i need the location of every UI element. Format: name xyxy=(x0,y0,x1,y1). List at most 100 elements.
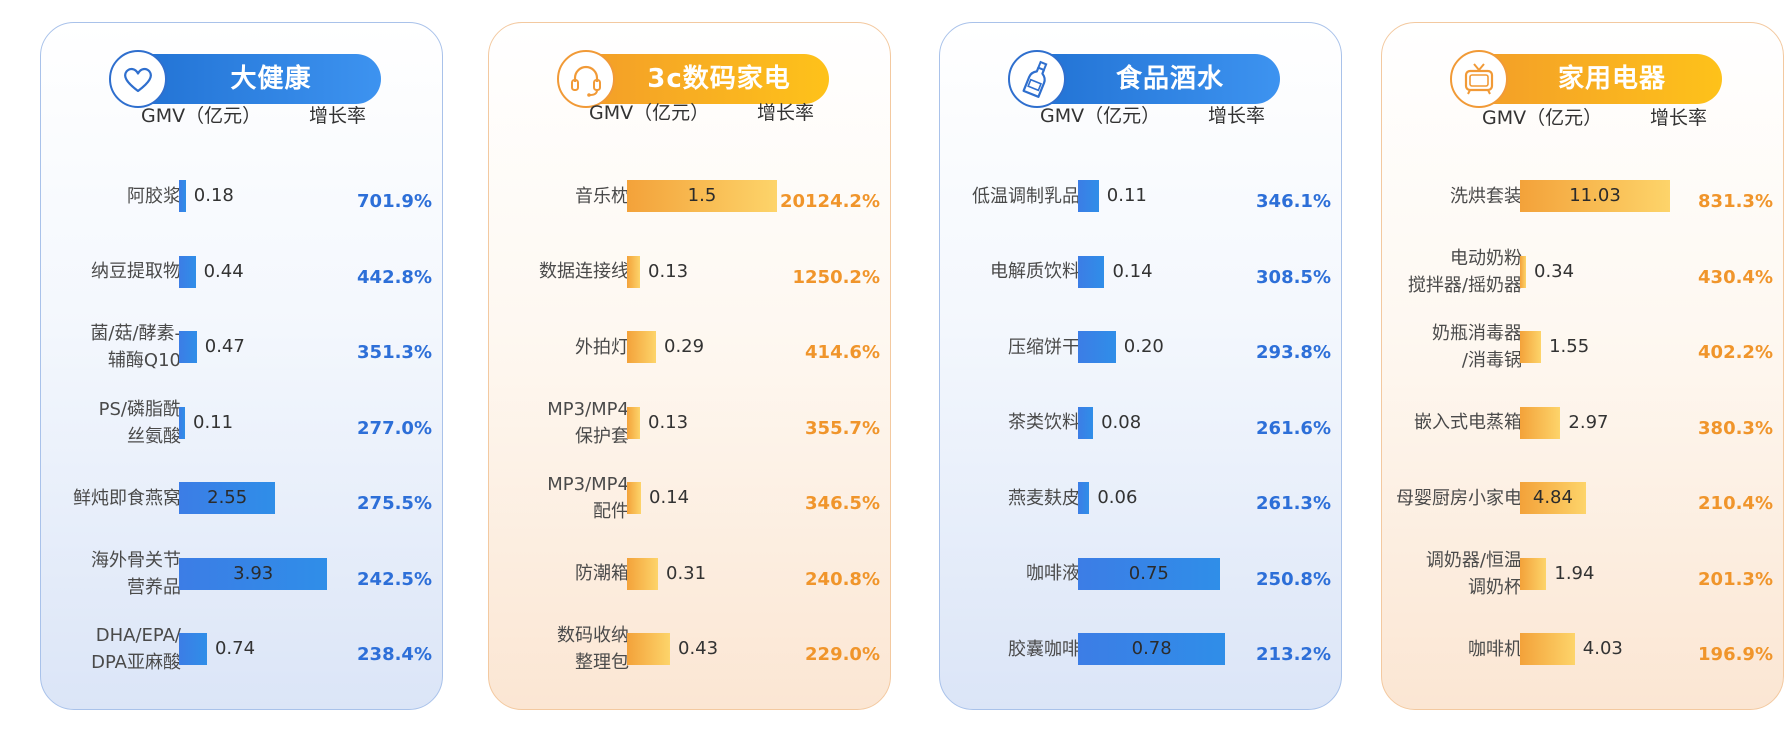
category-label-text: 嵌入式电蒸箱 xyxy=(1414,412,1522,433)
gmv-bar xyxy=(1520,633,1575,665)
growth-rate: 701.9% xyxy=(357,191,432,212)
gmv-value-label: 0.14 xyxy=(1112,260,1153,282)
bar-row: 胶囊咖啡 0.78 213.2% xyxy=(940,619,1341,679)
growth-rate: 293.8% xyxy=(1256,342,1331,363)
category-label-text: 数码收纳 整理包 xyxy=(557,625,629,673)
gmv-value-label: 0.08 xyxy=(1101,411,1142,433)
category-label: 洗烘套装 xyxy=(1450,166,1522,226)
bar-row: PS/磷脂酰 丝氨酸 0.11 277.0% xyxy=(41,393,442,453)
category-label-text: 胶囊咖啡 xyxy=(1008,638,1080,660)
category-label: 咖啡液 xyxy=(1026,544,1080,604)
bar-row: 茶类饮料 0.08 261.6% xyxy=(940,393,1341,453)
bar-row: 奶瓶消毒器 /消毒锅 1.55 402.2% xyxy=(1382,317,1783,377)
card-title: 3c数码家电 xyxy=(647,64,791,94)
category-label: 纳豆提取物 xyxy=(91,242,181,302)
growth-rate: 277.0% xyxy=(357,417,432,439)
category-label: 海外骨关节 营养品 xyxy=(91,544,181,604)
gmv-bar xyxy=(627,633,670,665)
title-badge xyxy=(557,50,615,108)
category-label-text: 纳豆提取物 xyxy=(91,261,181,282)
growth-rate: 242.5% xyxy=(357,568,432,590)
category-label-text: 洗烘套装 xyxy=(1450,185,1522,207)
gmv-bar xyxy=(627,331,656,363)
bar-row: 咖啡机 4.03 196.9% xyxy=(1382,619,1783,679)
gmv-value-label: 0.11 xyxy=(193,411,234,433)
gmv-bar xyxy=(179,482,276,514)
bar-row: 电动奶粉 搅拌器/摇奶器 0.34 430.4% xyxy=(1382,242,1783,302)
category-label: 数码收纳 整理包 xyxy=(557,619,629,679)
category-label-text: PS/磷脂酰 丝氨酸 xyxy=(98,398,181,447)
category-card: 3c数码家电 GMV（亿元） 增长率音乐枕 1.5 20124.2% 数据连接线 0.13 1… xyxy=(488,22,891,710)
category-label-text: 鲜炖即食燕窝 xyxy=(73,487,181,509)
gmv-bar xyxy=(179,331,197,363)
gmv-bar xyxy=(627,406,640,439)
growth-column-header: 增长率 xyxy=(1208,105,1266,127)
gmv-value-label: 0.06 xyxy=(1097,487,1138,508)
gmv-value-label: 0.78 xyxy=(1131,638,1172,659)
growth-rate: 210.4% xyxy=(1698,493,1773,514)
gmv-value-label: 11.03 xyxy=(1569,185,1621,206)
category-label: 咖啡机 xyxy=(1468,619,1522,679)
category-label-text: 奶瓶消毒器 /消毒锅 xyxy=(1432,323,1522,371)
category-label: 电动奶粉 搅拌器/摇奶器 xyxy=(1408,242,1522,302)
gmv-column-header: GMV（亿元） xyxy=(589,102,710,124)
category-label-text: 调奶器/恒温 调奶杯 xyxy=(1425,549,1522,598)
gmv-bar xyxy=(1520,255,1526,288)
gmv-bar xyxy=(627,482,641,514)
bar-row: 燕麦麸皮 0.06 261.3% xyxy=(940,468,1341,528)
gmv-value-label: 0.13 xyxy=(648,411,689,433)
gmv-value-label: 0.75 xyxy=(1128,562,1169,584)
category-label-text: DHA/EPA/ DPA亚麻酸 xyxy=(91,625,181,673)
gmv-value-label: 1.5 xyxy=(687,185,717,206)
growth-column-header: 增长率 xyxy=(757,102,815,124)
category-label-text: 阿胶浆 xyxy=(127,185,181,207)
gmv-bar xyxy=(179,557,328,590)
gmv-column-header: GMV（亿元） xyxy=(1040,105,1161,127)
growth-rate: 275.5% xyxy=(357,493,432,514)
category-label: DHA/EPA/ DPA亚麻酸 xyxy=(91,619,181,679)
gmv-bar xyxy=(1078,557,1220,590)
gmv-value-label: 0.44 xyxy=(203,260,244,282)
gmv-bar xyxy=(627,255,640,288)
gmv-bar xyxy=(1520,331,1542,363)
growth-rate: 402.2% xyxy=(1698,342,1773,363)
growth-rate: 380.3% xyxy=(1698,417,1773,439)
category-label: 燕麦麸皮 xyxy=(1008,468,1080,528)
category-label-text: 低温调制乳品 xyxy=(972,185,1080,207)
gmv-value-label: 0.43 xyxy=(678,638,719,659)
growth-rate: 229.0% xyxy=(805,644,880,665)
category-label: 母婴厨房小家电 xyxy=(1396,468,1522,528)
growth-rate: 240.8% xyxy=(805,568,880,590)
bar-row: 数据连接线 0.13 1250.2% xyxy=(489,242,890,302)
category-label: 胶囊咖啡 xyxy=(1008,619,1080,679)
growth-rate: 261.6% xyxy=(1256,417,1331,439)
category-label-text: 电动奶粉 搅拌器/摇奶器 xyxy=(1407,247,1522,296)
gmv-column-header: GMV（亿元） xyxy=(141,105,262,127)
gmv-bar xyxy=(1078,406,1094,439)
growth-rate: 430.4% xyxy=(1698,266,1773,288)
category-label-text: 压缩饼干 xyxy=(1008,336,1080,358)
category-label-text: 咖啡机 xyxy=(1468,638,1522,660)
growth-rate: 442.8% xyxy=(357,266,432,288)
category-label: 茶类饮料 xyxy=(1008,393,1080,453)
category-card: 大健康 GMV（亿元） 增长率 阿胶浆 0.18 701.9% 纳豆提取物 0.44 442.8… xyxy=(40,22,443,710)
bar-row: MP3/MP4 保护套 0.13 355.7% xyxy=(489,393,890,453)
category-label: 调奶器/恒温 调奶杯 xyxy=(1426,544,1522,604)
bar-row: 鲜炖即食燕窝 2.55 275.5% xyxy=(41,468,442,528)
category-label: 音乐枕 xyxy=(575,166,629,226)
bar-row: 数码收纳 整理包 0.43 229.0% xyxy=(489,619,890,679)
card-title: 家用电器 xyxy=(1557,64,1666,94)
category-label-text: MP3/MP4 配件 xyxy=(547,474,629,522)
category-label: 数据连接线 xyxy=(539,242,629,302)
gmv-value-label: 0.14 xyxy=(649,487,690,508)
growth-rate: 20124.2% xyxy=(779,191,880,212)
category-label-text: 防潮箱 xyxy=(575,563,629,584)
growth-rate: 346.5% xyxy=(805,493,880,514)
category-card: 食品酒水 GMV（亿元） 增长率 低温调制乳品 0.11 346.1% 电解质饮料 0.14 3… xyxy=(939,22,1342,710)
growth-rate: 308.5% xyxy=(1256,266,1331,288)
category-label-text: 电解质饮料 xyxy=(990,261,1080,282)
growth-rate: 213.2% xyxy=(1256,644,1331,665)
bar-row: 压缩饼干 0.20 293.8% xyxy=(940,317,1341,377)
bar-row: 菌/菇/酵素- 辅酶Q10 0.47 351.3% xyxy=(41,317,442,377)
category-label: 低温调制乳品 xyxy=(972,166,1080,226)
